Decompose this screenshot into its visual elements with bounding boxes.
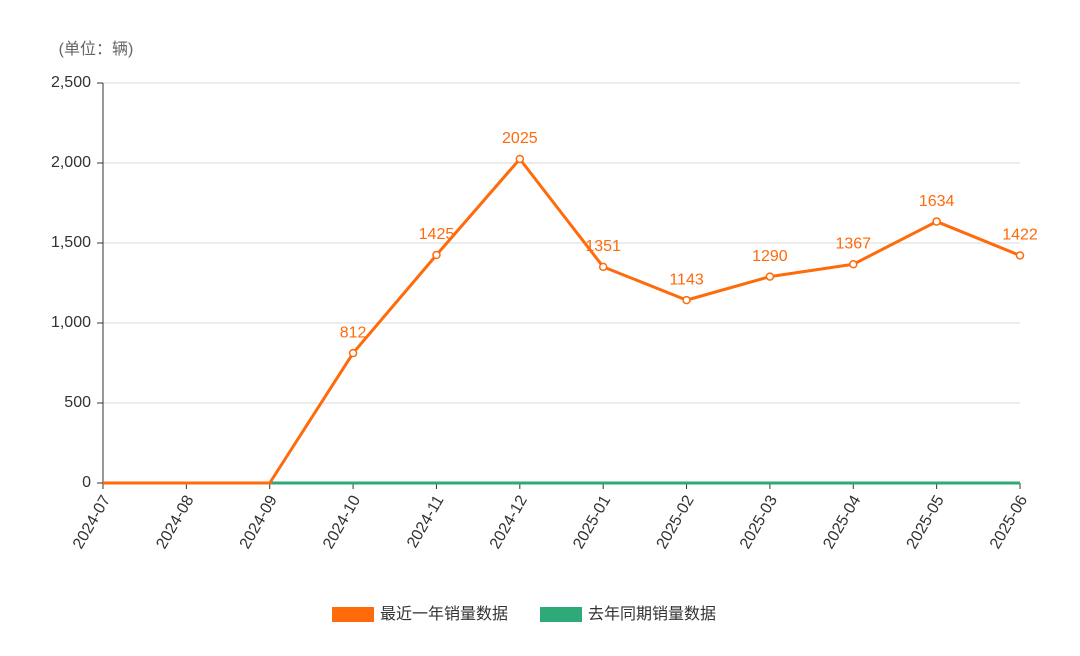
data-label: 1290 (752, 248, 788, 265)
point (348, 348, 358, 358)
data-label: 1634 (919, 193, 955, 210)
y-tick-label: 1,000 (51, 314, 91, 331)
legend-swatch (332, 607, 374, 622)
x-tick-label: 2025-06 (987, 493, 1031, 552)
series-line (103, 157, 1021, 485)
data-label: 1367 (835, 235, 871, 252)
point (932, 217, 941, 226)
y-tick-label: 2,000 (51, 154, 91, 171)
x-tick-label: 2025-01 (570, 493, 614, 552)
point (849, 260, 858, 269)
x-tick-label: 2024-12 (487, 493, 531, 552)
y-tick-label: 2,500 (51, 74, 91, 91)
data-label: 2025 (502, 130, 538, 147)
legend-label: 最近一年销量数据 (380, 605, 508, 623)
point (682, 295, 691, 305)
data-label: 1422 (1002, 227, 1038, 244)
legend-label: 去年同期销量数据 (588, 605, 716, 623)
x-tick-label: 2024-08 (153, 493, 197, 552)
y-tick-label: 500 (64, 394, 91, 411)
legend-swatch (540, 607, 582, 622)
x-tick-label: 2024-09 (237, 493, 281, 552)
x-tick-label: 2025-05 (904, 493, 948, 552)
point (1015, 251, 1025, 260)
x-tick-label: 2024-10 (320, 493, 364, 552)
data-label: 1351 (585, 238, 621, 255)
x-tick-label: 2025-02 (654, 493, 698, 552)
point (432, 250, 441, 260)
x-tick-label: 2025-04 (820, 493, 864, 552)
y-unit-label: (单位：辆) (59, 40, 134, 58)
data-label: 1143 (669, 271, 704, 288)
point (598, 262, 608, 272)
x-tick-label: 2024-11 (404, 493, 448, 551)
x-tick-label: 2025-03 (737, 493, 781, 552)
point (515, 154, 525, 164)
y-tick-label: 0 (82, 474, 91, 491)
point (765, 272, 775, 281)
x-tick-label: 2024-07 (70, 493, 114, 552)
data-label: 1425 (419, 226, 455, 243)
data-label: 812 (340, 324, 367, 341)
y-tick-label: 1,500 (51, 234, 91, 251)
